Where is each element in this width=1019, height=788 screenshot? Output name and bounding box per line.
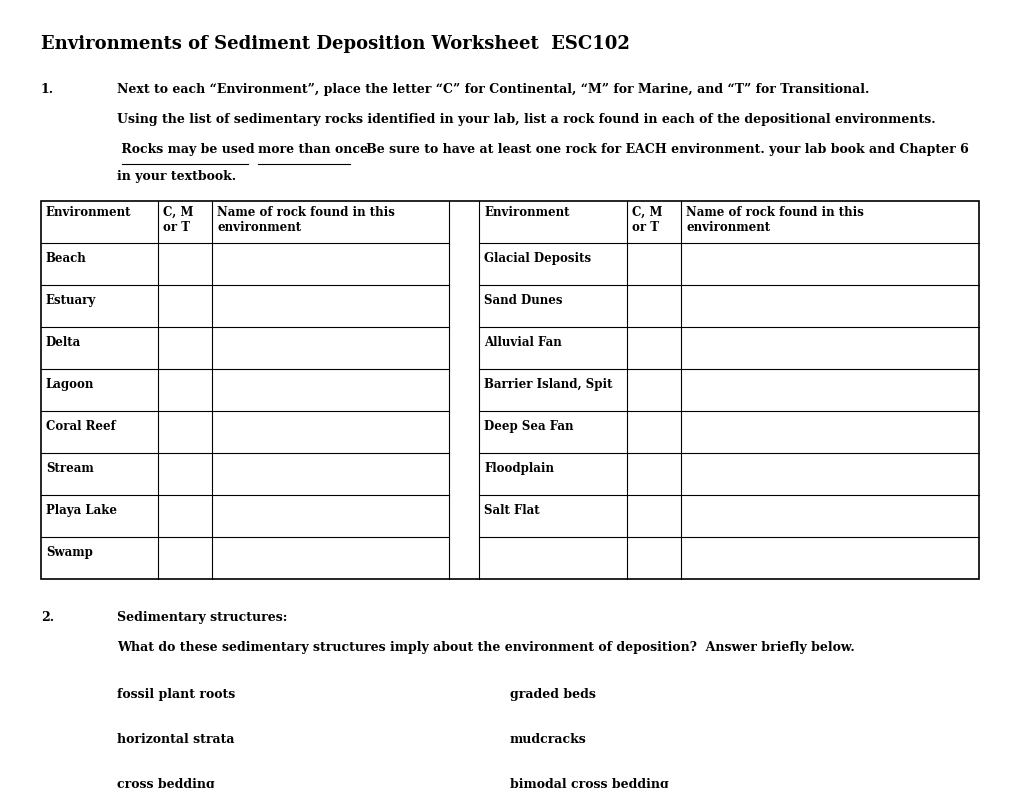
Text: .  Be sure to have at least one rock for EACH environment. your lab book and Cha: . Be sure to have at least one rock for … <box>353 143 968 155</box>
Text: What do these sedimentary structures imply about the environment of deposition? : What do these sedimentary structures imp… <box>117 641 854 653</box>
Text: Name of rock found in this
environment: Name of rock found in this environment <box>686 206 863 234</box>
Text: Using the list of sedimentary rocks identified in your lab, list a rock found in: Using the list of sedimentary rocks iden… <box>117 113 935 125</box>
Text: Swamp: Swamp <box>46 546 93 559</box>
Text: Coral Reef: Coral Reef <box>46 420 115 433</box>
Bar <box>41 201 978 579</box>
Text: Sand Dunes: Sand Dunes <box>484 294 562 307</box>
Text: Floodplain: Floodplain <box>484 463 554 475</box>
Text: Environment: Environment <box>484 206 570 219</box>
Text: in your textbook.: in your textbook. <box>117 170 236 183</box>
Text: graded beds: graded beds <box>510 688 595 701</box>
Text: C, M
or T: C, M or T <box>163 206 194 234</box>
Text: Estuary: Estuary <box>46 294 96 307</box>
Text: Playa Lake: Playa Lake <box>46 504 117 518</box>
Text: horizontal strata: horizontal strata <box>117 733 234 745</box>
Text: Delta: Delta <box>46 336 82 349</box>
Text: fossil plant roots: fossil plant roots <box>117 688 235 701</box>
Text: Barrier Island, Spit: Barrier Island, Spit <box>484 378 612 392</box>
Text: Salt Flat: Salt Flat <box>484 504 540 518</box>
Text: Glacial Deposits: Glacial Deposits <box>484 252 591 266</box>
Text: Stream: Stream <box>46 463 94 475</box>
Text: 2.: 2. <box>41 611 54 623</box>
Text: Environment: Environment <box>46 206 131 219</box>
Text: bimodal cross bedding: bimodal cross bedding <box>510 778 668 788</box>
Text: C, M
or T: C, M or T <box>632 206 662 234</box>
Text: Lagoon: Lagoon <box>46 378 94 392</box>
Text: Name of rock found in this
environment: Name of rock found in this environment <box>217 206 394 234</box>
Text: Alluvial Fan: Alluvial Fan <box>484 336 561 349</box>
Text: more than once: more than once <box>258 143 368 155</box>
Text: Rocks may be used: Rocks may be used <box>117 143 255 155</box>
Text: Beach: Beach <box>46 252 87 266</box>
Text: Next to each “Environment”, place the letter “C” for Continental, “M” for Marine: Next to each “Environment”, place the le… <box>117 83 869 95</box>
Text: cross bedding: cross bedding <box>117 778 215 788</box>
Text: Sedimentary structures:: Sedimentary structures: <box>117 611 287 623</box>
Text: 1.: 1. <box>41 83 54 95</box>
Text: Deep Sea Fan: Deep Sea Fan <box>484 420 574 433</box>
Text: Environments of Sediment Deposition Worksheet  ESC102: Environments of Sediment Deposition Work… <box>41 35 629 54</box>
Text: mudcracks: mudcracks <box>510 733 586 745</box>
